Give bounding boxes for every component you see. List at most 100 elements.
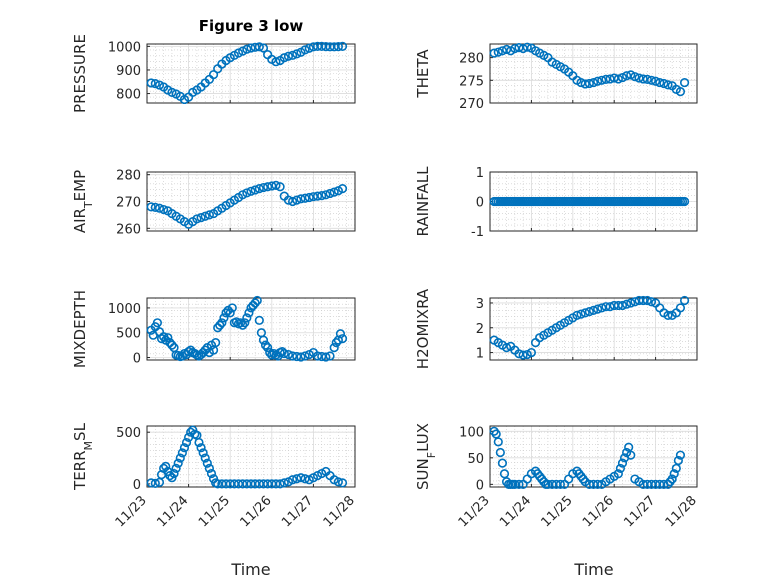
y-tick-label: 0 — [476, 196, 484, 211]
data-point — [300, 474, 310, 484]
data-point — [580, 79, 590, 89]
data-point — [526, 347, 537, 358]
figure-title: Figure 3 low — [199, 17, 304, 35]
data-point — [572, 310, 582, 320]
data-point — [630, 72, 640, 82]
y-tick-label: 1 — [476, 166, 484, 181]
x-tick-label: 11/28 — [663, 493, 700, 530]
data-point — [489, 48, 499, 58]
data-point — [300, 193, 310, 203]
x-tick-label: 11/24 — [154, 493, 191, 530]
data-point — [331, 338, 341, 348]
axes-box — [146, 425, 356, 488]
data-point — [254, 315, 264, 325]
data-point — [321, 190, 331, 200]
x-tick-label: 11/28 — [321, 493, 358, 530]
data-point — [288, 351, 298, 361]
data-point — [679, 295, 690, 306]
x-axis-label-right: Time — [573, 560, 613, 579]
data-point — [630, 297, 640, 307]
data-point — [200, 211, 210, 221]
y-tick-label: 1000 — [108, 40, 141, 55]
data-point — [530, 338, 541, 348]
data-point — [288, 50, 298, 60]
data-point — [150, 478, 160, 488]
data-point — [634, 73, 644, 83]
y-tick-label: 270 — [116, 196, 141, 211]
data-point — [613, 300, 623, 311]
data-point — [271, 180, 281, 191]
data-point — [325, 188, 335, 199]
y-tick-label: 500 — [116, 426, 141, 441]
data-point — [673, 455, 683, 466]
y-tick-label: 800 — [116, 88, 141, 103]
data-point — [146, 202, 156, 212]
data-point — [202, 458, 212, 468]
data-point — [667, 474, 677, 484]
data-point — [250, 298, 260, 308]
y-tick-label: 50 — [467, 452, 484, 467]
x-tick-label: 11/24 — [497, 493, 534, 530]
data-point — [283, 349, 294, 360]
subplot-mixdepth: 0 500 1000 MIXDEPTH — [71, 290, 356, 368]
y-tick-label: 1000 — [108, 302, 141, 317]
data-point — [329, 187, 339, 197]
data-point — [321, 352, 331, 362]
data-point — [593, 304, 603, 314]
data-point — [163, 333, 173, 343]
data-point — [617, 458, 628, 468]
data-point — [173, 458, 183, 468]
data-point — [279, 478, 289, 488]
data-point — [275, 479, 285, 489]
y-axis-label: SUNFLUX — [414, 423, 438, 490]
data-point — [288, 196, 298, 207]
data-point — [194, 437, 204, 448]
data-point — [267, 350, 277, 360]
data-point — [655, 77, 665, 88]
y-tick-label: 2 — [476, 322, 484, 337]
data-point — [167, 87, 177, 97]
subplot-rainfall: -1 0 1 RAINFALL — [414, 166, 698, 240]
data-point — [615, 463, 626, 474]
data-point — [215, 320, 225, 330]
data-point — [675, 450, 686, 460]
data-point — [497, 458, 508, 468]
data-point — [263, 182, 273, 192]
data-point — [263, 50, 273, 60]
data-point — [659, 78, 669, 89]
data-point — [292, 195, 302, 205]
data-point — [258, 182, 269, 193]
data-point — [296, 194, 306, 204]
x-tick-label: 11/23 — [113, 493, 150, 530]
data-point — [601, 302, 611, 312]
data-point — [522, 42, 532, 52]
data-point — [240, 318, 250, 328]
data-point — [597, 303, 607, 313]
subplot-air-temp: 260 270 280 AIRTEMP — [71, 169, 356, 237]
data-point — [584, 78, 594, 89]
y-tick-label: 500 — [116, 327, 141, 342]
data-point — [181, 437, 192, 448]
data-point — [304, 43, 314, 53]
data-point — [283, 51, 294, 61]
data-point — [337, 41, 348, 51]
y-tick-label: 0 — [133, 352, 141, 367]
data-point — [242, 313, 252, 323]
data-point — [263, 343, 273, 353]
data-point — [275, 182, 285, 192]
data-point — [624, 442, 634, 452]
data-point — [175, 453, 185, 463]
data-point — [671, 463, 681, 474]
data-point — [200, 453, 210, 463]
x-tick-label: 11/27 — [621, 493, 658, 530]
y-tick-label: 275 — [459, 74, 484, 89]
axes-box — [489, 297, 698, 361]
data-point — [156, 334, 167, 344]
data-point — [499, 469, 510, 479]
subplot-h2omixra: 1 2 3 H2OMIXRA — [414, 288, 698, 369]
data-point — [236, 318, 246, 328]
data-point — [154, 203, 165, 213]
data-point — [242, 188, 252, 198]
data-point — [196, 212, 206, 223]
data-point — [250, 185, 260, 195]
